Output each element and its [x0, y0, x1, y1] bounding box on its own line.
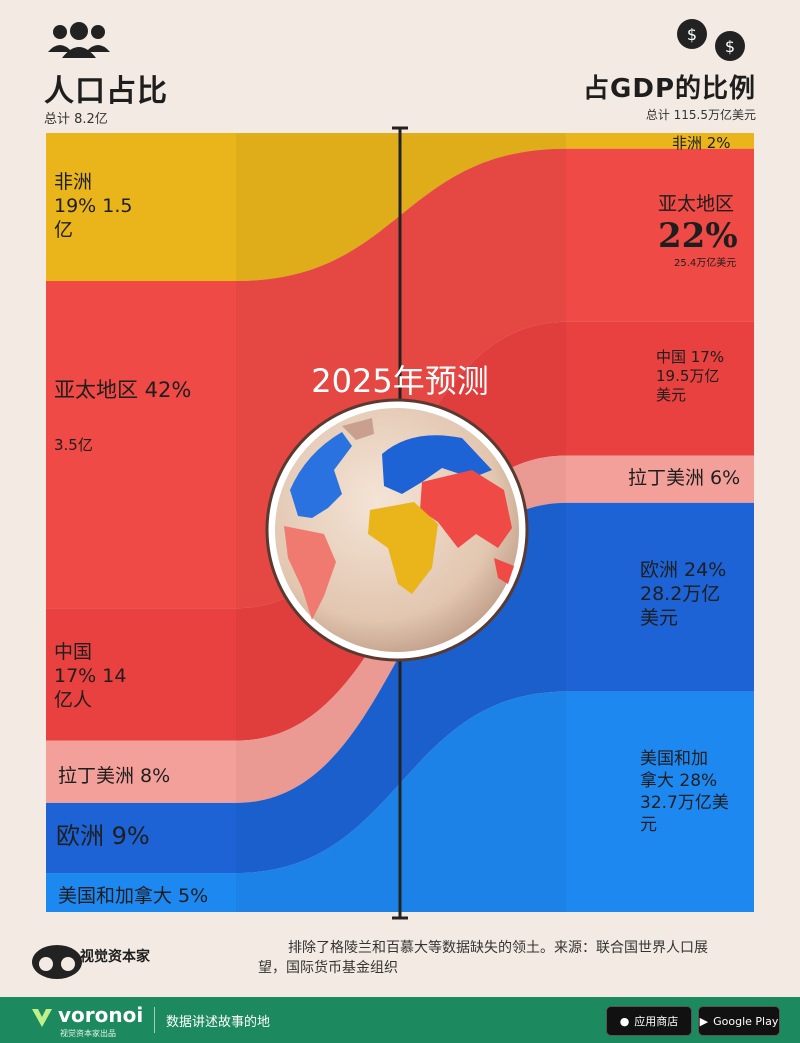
voronoi-logo-text[interactable]: voronoi	[58, 1003, 144, 1027]
europe-shape	[382, 435, 492, 494]
right-bar-中国	[566, 321, 754, 456]
brand-logo-icon	[30, 944, 84, 982]
coins-icon: $ $	[672, 18, 756, 64]
africa-shape	[368, 502, 438, 594]
left-label-asia: 亚太地区 42%	[54, 378, 192, 402]
center-title: 2025年预测	[311, 362, 489, 400]
left-label-asia-pop: 3.5亿	[54, 436, 93, 454]
left-label-africa: 非洲 19% 1.5 亿	[54, 171, 133, 241]
right-label-us: 美国和加 拿大 28% 32.7万亿美元	[640, 749, 729, 835]
right-label-asia-pct: 22%	[658, 216, 738, 256]
asia-shape	[420, 470, 512, 548]
slogan: 数据讲述故事的地	[166, 1015, 271, 1030]
play-icon: ▶	[699, 1014, 709, 1028]
appbar-divider	[154, 1007, 155, 1033]
app-bar: voronoi 视觉资本家出品 数据讲述故事的地 ● 应用商店 ▶ Google P…	[0, 997, 800, 1043]
right-bar-亚太地区	[566, 148, 754, 322]
right-label-europe: 欧洲 24% 28.2万亿 美元	[640, 559, 727, 629]
right-label-china: 中国 17% 19.5万亿 美元	[656, 348, 725, 404]
brand-name: 视觉资本家	[80, 949, 150, 965]
svg-text:$: $	[687, 25, 697, 44]
right-label-latin: 拉丁美洲 6%	[628, 467, 741, 489]
voronoi-logo-icon	[30, 1007, 54, 1029]
left-bar-中国	[46, 608, 236, 741]
left-bar-拉丁美洲	[46, 740, 236, 803]
apple-icon: ●	[619, 1014, 630, 1028]
right-total: 总计 115.5万亿美元	[645, 108, 756, 122]
right-label-asia-value: 25.4万亿美元	[674, 258, 737, 269]
left-label-europe: 欧洲 9%	[56, 822, 150, 850]
right-label-asia-name: 亚太地区	[658, 193, 735, 215]
right-bar-美国和加拿大	[566, 691, 754, 912]
left-label-latin: 拉丁美洲 8%	[58, 765, 171, 787]
people-icon	[46, 22, 112, 64]
south-america-shape	[284, 526, 336, 620]
right-title: 占GDP的比例	[583, 74, 756, 104]
north-america-shape	[290, 432, 352, 518]
left-bar-非洲	[46, 133, 236, 282]
left-label-us: 美国和加拿大 5%	[58, 885, 209, 907]
right-bar-拉丁美洲	[566, 455, 754, 503]
right-label-africa: 非洲 2%	[672, 134, 731, 152]
footnote: 排除了格陵兰和百慕大等数据缺失的领土。来源：联合国世界人口展 望，国际货币基金组…	[258, 940, 708, 976]
left-title: 人口占比	[44, 74, 168, 109]
svg-text:$: $	[725, 37, 735, 56]
left-bar-亚太地区	[46, 281, 236, 609]
globe	[262, 398, 532, 662]
left-bar-美国和加拿大	[46, 873, 236, 912]
left-label-china: 中国 17% 14 亿人	[54, 641, 127, 711]
left-total: 总计 8.2亿	[44, 112, 108, 127]
google-play-button[interactable]: ▶ Google Play	[698, 1006, 780, 1036]
right-bar-非洲	[566, 133, 754, 149]
left-bar-欧洲	[46, 802, 236, 874]
right-bar-欧洲	[566, 502, 754, 692]
voronoi-logo-sub: 视觉资本家出品	[60, 1029, 116, 1038]
apple-store-button[interactable]: ● 应用商店	[606, 1006, 692, 1036]
